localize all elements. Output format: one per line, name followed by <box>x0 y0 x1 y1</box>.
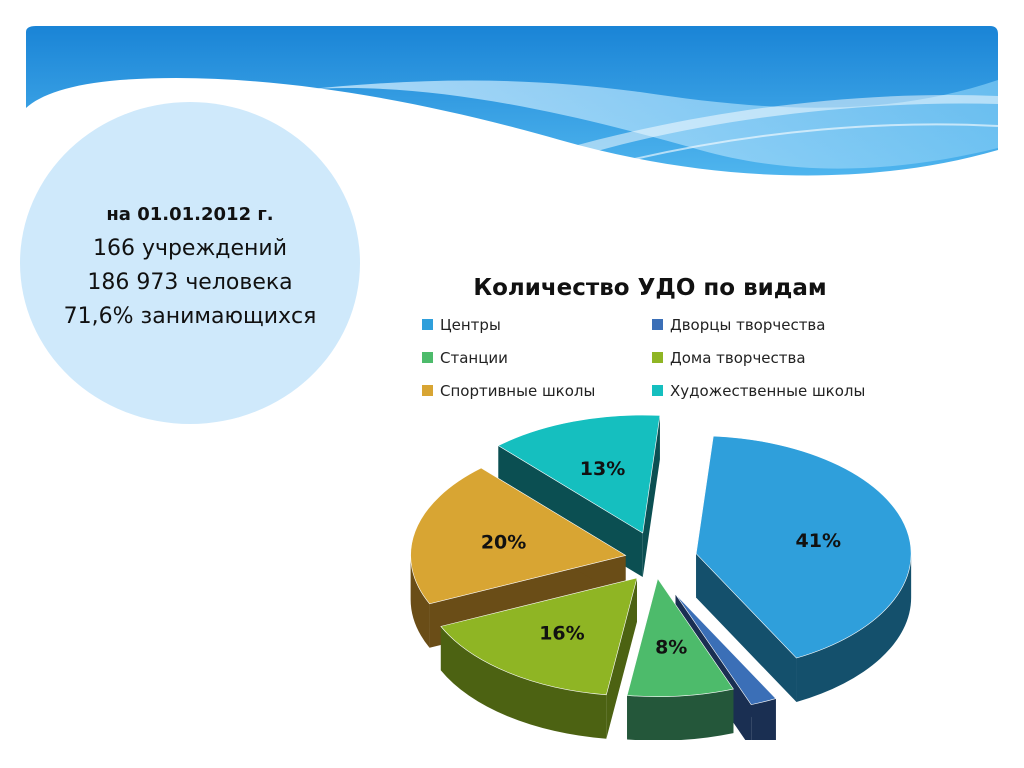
pie-data-labels: 41%2%8%16%20%13% <box>481 458 841 659</box>
slice-2 <box>626 577 734 740</box>
legend-label-0: Центры <box>440 316 501 334</box>
slice-wall-end-5 <box>642 415 660 578</box>
slice-side-0-0 <box>796 553 912 703</box>
legend-swatch-5 <box>652 385 663 396</box>
data-label-0: 41% <box>796 530 841 552</box>
data-label-5: 13% <box>580 458 625 480</box>
slice-top-0 <box>695 435 912 659</box>
chart-title: Количество УДО по видам <box>473 275 826 301</box>
data-label-4: 20% <box>481 531 526 553</box>
slice-top-4 <box>410 467 627 605</box>
info-block: на 01.01.2012 г. 166 учреждений 186 973 … <box>20 198 360 334</box>
slice-3 <box>440 577 638 739</box>
slice-side-2-0 <box>627 689 734 740</box>
legend-label-2: Станции <box>440 349 508 367</box>
slice-top-2 <box>626 577 734 697</box>
slice-side-3-0 <box>440 626 607 739</box>
slice-side-1-0 <box>751 698 776 740</box>
legend-swatch-4 <box>422 385 433 396</box>
chart-legend: Центры Дворцы творчества Станции Дома творч… <box>422 316 865 400</box>
legend-label-3: Дома творчества <box>670 349 806 367</box>
slice-top-1 <box>675 593 777 705</box>
legend-label-1: Дворцы творчества <box>670 316 825 334</box>
legend-swatch-0 <box>422 319 433 330</box>
slice-top-3 <box>440 577 638 696</box>
header-banner <box>26 26 999 176</box>
slice-top-5 <box>497 414 661 534</box>
slice-wall-end-0 <box>696 553 797 703</box>
slice-side-4-0 <box>410 555 430 648</box>
slice-0 <box>695 435 912 703</box>
data-label-2: 8% <box>655 637 687 659</box>
info-date: на 01.01.2012 г. <box>106 204 274 225</box>
legend-swatch-3 <box>652 352 663 363</box>
data-label-3: 16% <box>539 623 584 645</box>
legend-swatch-2 <box>422 352 433 363</box>
legend-label-4: Спортивные школы <box>440 382 595 400</box>
legend-swatch-1 <box>652 319 663 330</box>
info-institutions: 166 учреждений <box>92 236 288 261</box>
pie-slices <box>410 414 912 740</box>
info-circle <box>20 102 360 424</box>
info-people: 186 973 человека <box>87 270 293 295</box>
info-percentage: 71,6% занимающихся <box>63 304 317 329</box>
pie-chart: Количество УДО по видам Центры Дворцы тво… <box>410 275 912 740</box>
legend-label-5: Художественные школы <box>670 382 865 400</box>
